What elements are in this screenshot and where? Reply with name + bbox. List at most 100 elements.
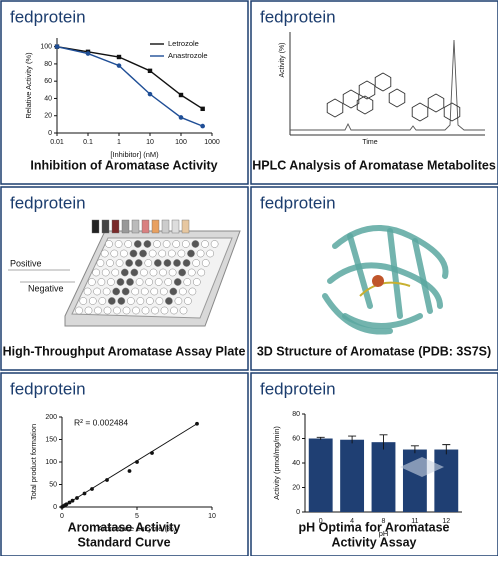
well: [183, 278, 192, 286]
well: [188, 287, 197, 296]
brand: fedprotein: [260, 7, 336, 26]
well: [98, 297, 107, 305]
well: [135, 278, 144, 286]
brand: fedprotein: [10, 7, 86, 26]
x-tick-label: 10: [208, 513, 216, 520]
ribbon: [322, 293, 393, 335]
ribbon: [327, 262, 443, 309]
y-tick-label: 20: [292, 484, 300, 491]
well: [181, 240, 190, 248]
x-axis-label: pH: [379, 529, 389, 538]
tube: [101, 219, 110, 234]
error-bar: [348, 435, 357, 444]
well: [103, 306, 112, 315]
legend-label: Anastrozole: [168, 51, 208, 60]
well: [121, 287, 130, 296]
y-tick-label: 40: [44, 95, 52, 102]
panel: fedprotein HPLC Analysis of Aromatase Met…: [250, 0, 498, 185]
brand: fedprotein: [260, 193, 336, 212]
point: [64, 502, 69, 507]
point: [82, 491, 87, 496]
y-tick-label: 0: [296, 509, 300, 516]
tube: [91, 219, 100, 234]
brand: fedprotein: [10, 193, 86, 212]
panel-title: Inhibition of Aromatase Activity: [30, 158, 217, 172]
y-tick-label: 100: [45, 459, 57, 466]
well: [148, 249, 157, 258]
well: [111, 268, 120, 277]
well: [168, 268, 177, 277]
panel: fedprotein Inhibition of Aromatase Activi…: [0, 0, 249, 185]
well: [96, 259, 105, 267]
marker: [178, 115, 184, 120]
bar: [340, 439, 365, 512]
x-tick-label: 8: [382, 518, 386, 525]
marker: [54, 44, 60, 49]
well: [169, 287, 178, 296]
marker: [147, 68, 153, 74]
y-tick-label: 60: [292, 435, 300, 442]
well: [139, 249, 147, 258]
ribbon: [332, 225, 449, 279]
well: [129, 249, 138, 258]
y-tick-label: 80: [44, 61, 52, 68]
well: [124, 240, 133, 248]
y-axis-label: Total product formation: [29, 424, 38, 500]
bar: [308, 438, 333, 512]
y-tick-label: 60: [44, 78, 52, 85]
panel-title: HPLC Analysis of Aromatase Metabolites: [252, 158, 496, 172]
well: [146, 297, 154, 305]
molecule: [388, 88, 406, 108]
molecule: [427, 93, 445, 113]
well: [122, 306, 131, 315]
x-tick-label: 12: [442, 518, 450, 525]
ribbon: [412, 238, 433, 314]
annotation: R² = 0.002484: [74, 417, 128, 427]
plate-label: Positive: [10, 258, 42, 268]
well: [150, 287, 159, 296]
error-bar: [442, 444, 451, 455]
highlight: [400, 457, 444, 477]
molecule: [443, 102, 461, 122]
well: [107, 278, 115, 286]
ribbon: [387, 228, 403, 319]
tube: [141, 219, 150, 234]
well: [165, 297, 173, 305]
well: [210, 240, 219, 248]
well: [88, 278, 96, 286]
well: [158, 249, 167, 258]
well: [196, 249, 205, 258]
well: [102, 287, 111, 296]
marker: [116, 63, 122, 68]
well: [84, 306, 93, 315]
well: [192, 259, 200, 267]
x-tick-label: 0.01: [50, 139, 64, 146]
x-axis-label: [Inhibitor] (nM): [110, 150, 159, 159]
well: [201, 240, 209, 248]
well: [75, 306, 83, 315]
point: [135, 460, 139, 464]
x-tick-label: 0.1: [83, 139, 93, 146]
panel: fedprotein 3D Structure of Aromatase (PDB…: [250, 186, 498, 371]
well: [173, 259, 181, 267]
well: [144, 259, 153, 267]
tube: [161, 219, 170, 234]
ribbon: [347, 233, 373, 309]
brand: fedprotein: [260, 379, 336, 398]
well: [92, 268, 100, 277]
point: [105, 478, 109, 482]
well: [94, 306, 102, 315]
point: [67, 500, 72, 505]
well: [155, 297, 164, 305]
panel-border: [0, 372, 249, 557]
y-tick-label: 0: [53, 504, 57, 511]
point: [127, 469, 132, 473]
ligand: [372, 275, 384, 287]
x-tick-label: 0: [319, 518, 323, 525]
well: [174, 297, 183, 305]
well: [173, 278, 182, 286]
marker: [85, 51, 91, 56]
